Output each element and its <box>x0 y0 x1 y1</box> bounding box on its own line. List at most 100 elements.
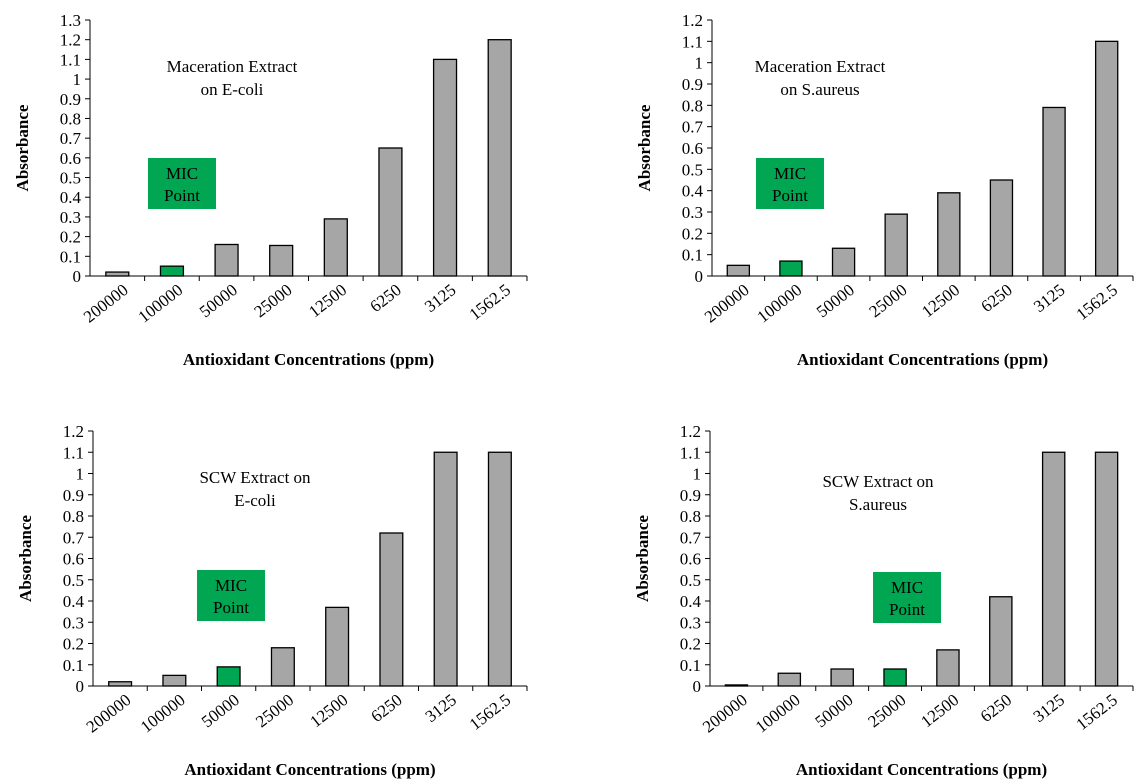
y-tick-label: 0.3 <box>60 208 81 227</box>
y-tick-label: 1.1 <box>680 443 701 462</box>
bar <box>105 271 130 277</box>
bar <box>269 244 294 277</box>
y-tick-label: 0.4 <box>680 592 702 611</box>
y-tick-label: 1.2 <box>680 422 701 441</box>
x-tick-label: 3125 <box>421 280 459 316</box>
bar <box>779 260 803 277</box>
x-tick-label: 50000 <box>196 280 241 321</box>
y-tick-label: 0.6 <box>63 550 84 569</box>
y-tick-label: 1.2 <box>682 11 703 30</box>
x-tick-label: 3125 <box>1030 280 1068 316</box>
y-tick-label: 0.8 <box>60 109 81 128</box>
bar <box>108 681 133 687</box>
bar <box>1094 451 1119 687</box>
y-tick-label: 1 <box>693 465 702 484</box>
x-axis-label: Antioxidant Concentrations (ppm) <box>797 350 1048 369</box>
y-tick-label: 0.7 <box>60 129 82 148</box>
y-tick-label: 1.1 <box>60 50 81 69</box>
bar <box>1094 40 1119 277</box>
y-tick-label: 0.5 <box>63 571 84 590</box>
y-tick-label: 1.3 <box>60 11 81 30</box>
bar <box>432 58 458 277</box>
chart-title: on S.aureus <box>780 80 859 99</box>
y-tick-label: 1.2 <box>63 422 84 441</box>
y-tick-label: 0.9 <box>682 75 703 94</box>
annotation: Point <box>164 186 200 205</box>
bar <box>323 218 348 277</box>
bar <box>378 147 403 277</box>
chart-title: SCW Extract on <box>199 468 311 487</box>
x-tick-label: 200000 <box>83 690 135 736</box>
bar <box>724 684 749 687</box>
y-tick-label: 0.8 <box>682 96 703 115</box>
x-tick-label: 25000 <box>250 280 295 321</box>
y-tick-label: 1.1 <box>682 32 703 51</box>
x-axis-label: Antioxidant Concentrations (ppm) <box>184 760 435 779</box>
y-tick-label: 0.2 <box>60 228 81 247</box>
bar <box>937 192 961 277</box>
y-tick-label: 0.1 <box>682 246 703 265</box>
x-tick-label: 6250 <box>367 690 405 726</box>
x-tick-label: 25000 <box>864 690 909 731</box>
annotation-box <box>197 570 265 621</box>
annotation: MIC <box>774 164 806 183</box>
annotation-box <box>756 158 824 209</box>
bar <box>379 532 404 687</box>
y-axis-label: Absorbance <box>635 104 654 191</box>
x-tick-label: 1562.5 <box>1073 280 1122 324</box>
y-tick-label: 0.5 <box>680 571 701 590</box>
bar <box>726 264 751 277</box>
y-tick-label: 1 <box>73 70 82 89</box>
y-tick-label: 0.5 <box>60 169 81 188</box>
annotation: MIC <box>166 164 198 183</box>
x-tick-label: 1562.5 <box>1072 690 1121 734</box>
y-tick-label: 0.7 <box>682 118 704 137</box>
chart-title: S.aureus <box>849 495 907 514</box>
bar <box>936 649 960 687</box>
y-tick-label: 0.3 <box>63 613 84 632</box>
y-tick-label: 0.5 <box>682 160 703 179</box>
y-tick-label: 0.6 <box>60 149 81 168</box>
annotation-box <box>873 572 941 623</box>
x-tick-label: 12500 <box>306 690 351 731</box>
chart-title: on E-coli <box>201 80 264 99</box>
y-tick-label: 0.3 <box>680 613 701 632</box>
y-tick-label: 0.9 <box>60 90 81 109</box>
x-tick-label: 200000 <box>701 280 753 326</box>
x-tick-label: 12500 <box>918 280 963 321</box>
x-tick-label: 100000 <box>137 690 189 736</box>
bar <box>989 596 1013 687</box>
x-axis-label: Antioxidant Concentrations (ppm) <box>183 350 434 369</box>
x-tick-label: 50000 <box>811 690 856 731</box>
bar <box>487 39 512 277</box>
y-tick-label: 0.8 <box>680 507 701 526</box>
chart-title: Maceration Extract <box>167 57 298 76</box>
annotation: Point <box>772 186 808 205</box>
annotation: MIC <box>891 578 923 597</box>
annotation-box <box>148 158 216 209</box>
x-tick-label: 100000 <box>754 280 806 326</box>
x-tick-label: 50000 <box>198 690 243 731</box>
bar <box>884 213 908 277</box>
bar <box>433 451 458 687</box>
annotation: MIC <box>215 576 247 595</box>
y-tick-label: 1 <box>76 465 85 484</box>
y-tick-label: 0.6 <box>682 139 703 158</box>
y-tick-label: 0.6 <box>680 550 701 569</box>
y-tick-label: 0.7 <box>63 528 85 547</box>
bar <box>270 647 295 687</box>
bar <box>830 668 854 687</box>
x-tick-label: 25000 <box>865 280 910 321</box>
y-tick-label: 0.3 <box>682 203 703 222</box>
y-axis-label: Absorbance <box>13 104 32 191</box>
x-tick-label: 1562.5 <box>466 690 515 734</box>
x-tick-label: 3125 <box>422 690 460 726</box>
y-tick-label: 0.2 <box>682 224 703 243</box>
x-tick-label: 50000 <box>813 280 858 321</box>
y-tick-label: 0.2 <box>63 635 84 654</box>
y-tick-label: 0.9 <box>680 486 701 505</box>
bar <box>216 666 241 687</box>
x-tick-label: 6250 <box>366 280 404 316</box>
x-axis-label: Antioxidant Concentrations (ppm) <box>796 760 1047 779</box>
y-tick-label: 0.7 <box>680 528 702 547</box>
